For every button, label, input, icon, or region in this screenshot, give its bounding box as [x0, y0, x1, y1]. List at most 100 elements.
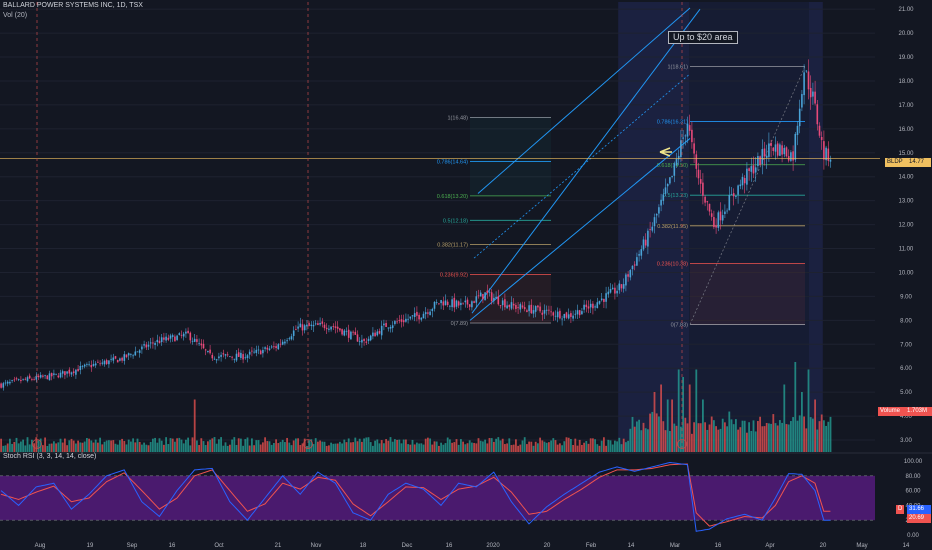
volume-bar: [477, 438, 480, 452]
volume-bar: [167, 444, 170, 452]
volume-bar: [160, 440, 163, 452]
candle-body: [484, 292, 486, 301]
volume-bar: [585, 440, 588, 452]
volume-bar: [449, 439, 451, 452]
candle-body: [468, 304, 471, 307]
fib-fill: [470, 117, 551, 196]
volume-bar: [763, 426, 766, 452]
volume-bar: [530, 441, 533, 452]
volume-bar: [781, 422, 783, 452]
rsi-tick-label: 100.00: [904, 459, 923, 465]
candle-body: [394, 321, 396, 325]
candle-body: [728, 195, 731, 211]
volume-bar: [158, 438, 161, 452]
volume-bar: [70, 438, 73, 452]
stoch-tag-k: 31.66: [907, 505, 931, 514]
volume-bar: [713, 420, 715, 452]
volume-bar: [644, 428, 647, 452]
candle-body: [266, 347, 269, 350]
volume-bar: [136, 438, 139, 452]
candles: [0, 59, 832, 391]
candle-body: [215, 359, 218, 361]
candle-body: [127, 353, 130, 356]
candle-body: [105, 360, 108, 364]
volume-bar: [341, 443, 343, 452]
volume-bar: [490, 438, 493, 452]
candle-body: [61, 371, 64, 374]
candle-body: [88, 364, 90, 366]
candle-body: [79, 365, 82, 371]
volume-bar: [288, 442, 291, 452]
volume-bar: [561, 445, 563, 452]
candle-body: [649, 229, 651, 231]
volume-bar: [200, 438, 203, 452]
candle-body: [420, 317, 423, 320]
volume-bar: [145, 444, 148, 452]
candle-body: [328, 328, 330, 330]
candle-body: [482, 294, 484, 300]
candle-body: [752, 165, 755, 174]
candle-body: [532, 310, 535, 314]
volume-bar: [61, 442, 64, 452]
volume-bar: [486, 443, 489, 452]
candle-body: [70, 372, 73, 375]
candle-body: [798, 108, 801, 127]
y-tick-label: 4.00: [900, 414, 912, 420]
volume-bar: [446, 437, 449, 452]
candle-body: [464, 300, 467, 303]
candle-body: [130, 354, 132, 355]
volume-bar: [270, 444, 273, 452]
candle-body: [429, 311, 431, 316]
candle-body: [614, 287, 616, 294]
volume-bar: [312, 444, 315, 452]
candle-body: [512, 303, 515, 306]
candle-body: [519, 304, 522, 310]
candle-body: [42, 375, 44, 377]
volume-bar: [332, 443, 335, 452]
candle-body: [198, 343, 200, 345]
ascending-channel: [469, 7, 701, 321]
candle-body: [341, 329, 343, 335]
volume-bar: [114, 443, 117, 452]
candle-body: [281, 341, 284, 345]
volume-bar: [790, 421, 792, 452]
volume-bar: [389, 437, 392, 452]
volume-bar: [693, 422, 695, 452]
volume-bar: [264, 437, 266, 452]
fib-level-label: 0.618(13.20): [437, 194, 468, 200]
candle-body: [493, 297, 495, 301]
volume-bar: [127, 439, 130, 452]
fib-level-label: 0(7.83): [671, 322, 689, 328]
candle-body: [374, 332, 376, 337]
volume-bar: [314, 438, 317, 452]
volume-bar: [268, 441, 271, 452]
candle-body: [39, 375, 42, 378]
candle-body: [196, 339, 198, 342]
candle-body: [565, 312, 568, 318]
candle-body: [473, 301, 475, 303]
candle-body: [517, 307, 519, 309]
candle-body: [6, 381, 9, 384]
volume-bar: [81, 442, 84, 452]
candle-body: [812, 91, 814, 97]
candle-body: [189, 332, 192, 341]
candle-body: [644, 239, 647, 246]
volume-bar: [464, 444, 467, 452]
candle-body: [345, 330, 348, 332]
candle-body: [563, 314, 566, 319]
candle-body: [638, 254, 640, 256]
volume-bar: [242, 445, 244, 452]
volume-bar: [121, 438, 123, 452]
candle-body: [658, 207, 660, 214]
candle-body: [288, 338, 291, 340]
volume-bar: [526, 444, 528, 452]
candle-body: [816, 104, 819, 125]
callout-annotation[interactable]: Up to $20 area: [668, 31, 738, 44]
volume-bar: [193, 399, 196, 452]
volume-bar: [57, 442, 60, 452]
volume-bar: [697, 423, 700, 452]
candle-body: [460, 302, 462, 306]
candle-body: [400, 319, 403, 322]
candle-body: [781, 145, 783, 155]
